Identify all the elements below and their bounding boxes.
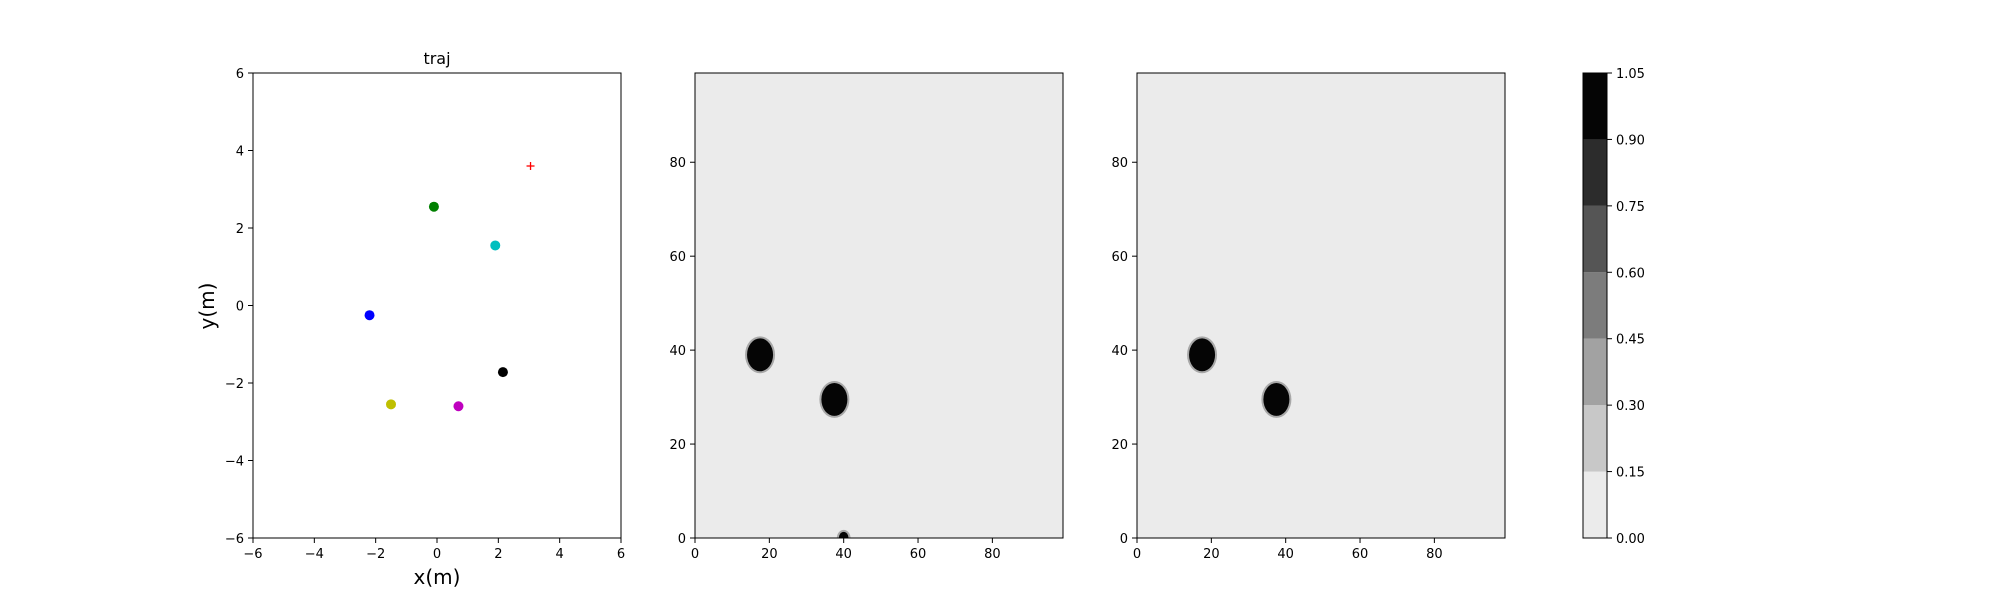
y-tick-label: 0 xyxy=(236,300,244,315)
x-tick-label: −4 xyxy=(305,547,324,562)
colorbar-band xyxy=(1583,405,1607,472)
y-tick-label: 0 xyxy=(678,532,686,547)
x-tick-label: 6 xyxy=(617,547,625,562)
colorbar-band xyxy=(1583,338,1607,406)
traj-axes-frame xyxy=(252,72,622,539)
y-tick-label: 40 xyxy=(1111,344,1128,359)
y-tick-label: 60 xyxy=(669,250,686,265)
x-tick-label: 20 xyxy=(761,547,778,562)
obstacle-blob xyxy=(1189,338,1216,372)
y-tick-label: 60 xyxy=(1111,250,1128,265)
obstacle-blob xyxy=(838,531,849,538)
agent-point xyxy=(490,240,501,251)
agent-point xyxy=(386,399,396,410)
y-tick-label: 4 xyxy=(236,145,244,160)
target-plus-marker xyxy=(526,162,535,170)
agent-point xyxy=(497,367,508,378)
colorbar-band xyxy=(1583,272,1607,339)
y-tick-label: −6 xyxy=(225,532,244,547)
x-tick-label: −6 xyxy=(243,547,262,562)
map-panel-2: 0 20 40 60 80 0 20 40 60 80 xyxy=(1111,72,1506,562)
map-1-ticks: 0 20 40 60 80 0 20 40 60 80 xyxy=(669,156,1000,562)
x-tick-label: 4 xyxy=(556,547,564,562)
colorbar-tick-label: 1.05 xyxy=(1616,67,1645,82)
agent-point xyxy=(428,201,439,212)
map-1-blobs xyxy=(745,336,851,538)
x-tick-label: 2 xyxy=(494,547,502,562)
traj-marks xyxy=(364,162,535,412)
traj-ylabel: y(m) xyxy=(195,283,219,330)
y-tick-label: −2 xyxy=(225,377,244,392)
y-tick-label: −4 xyxy=(225,455,244,470)
y-tick-label: 40 xyxy=(669,344,686,359)
colorbar-bands xyxy=(1583,73,1607,538)
colorbar-frame xyxy=(1582,72,1608,539)
traj-xlabel: x(m) xyxy=(414,565,461,589)
colorbar-ticks: 0.00 0.15 0.30 0.45 0.60 0.75 0.90 1.05 xyxy=(1607,67,1645,547)
y-tick-label: 80 xyxy=(669,156,686,171)
map-1-background xyxy=(695,73,1063,538)
x-tick-label: 80 xyxy=(984,547,1001,562)
colorbar-tick-label: 0.15 xyxy=(1616,466,1645,481)
y-tick-label: 6 xyxy=(236,67,244,82)
x-tick-label: 40 xyxy=(835,547,852,562)
colorbar-band xyxy=(1583,73,1607,140)
x-tick-label: 20 xyxy=(1203,547,1220,562)
colorbar-band xyxy=(1583,139,1607,206)
agent-point xyxy=(453,401,464,412)
y-tick-label: 20 xyxy=(669,438,686,453)
x-tick-label: 40 xyxy=(1277,547,1294,562)
colorbar-band xyxy=(1583,205,1607,273)
x-tick-label: −2 xyxy=(366,547,385,562)
colorbar-tick-label: 0.00 xyxy=(1616,532,1645,547)
obstacle-blob xyxy=(747,338,774,372)
obstacle-blob xyxy=(1263,383,1290,416)
x-tick-label: 60 xyxy=(910,547,927,562)
y-tick-label: 0 xyxy=(1120,532,1128,547)
map-2-ticks: 0 20 40 60 80 0 20 40 60 80 xyxy=(1111,156,1442,562)
colorbar-band xyxy=(1583,471,1607,538)
colorbar: 0.00 0.15 0.30 0.45 0.60 0.75 0.90 1.05 xyxy=(1582,67,1645,547)
x-tick-label: 0 xyxy=(691,547,699,562)
y-tick-label: 20 xyxy=(1111,438,1128,453)
map-2-axes-frame xyxy=(1136,72,1506,539)
obstacle-blob xyxy=(821,383,848,416)
traj-panel: traj −6 −4 −2 0 2 4 6 −6 −4 −2 0 2 4 6 x(m) y(m) xyxy=(195,49,625,589)
colorbar-tick-label: 0.90 xyxy=(1616,133,1645,148)
traj-title: traj xyxy=(423,49,450,68)
x-tick-label: 60 xyxy=(1352,547,1369,562)
y-tick-label: 80 xyxy=(1111,156,1128,171)
map-1-axes-frame xyxy=(694,72,1064,539)
x-tick-label: 80 xyxy=(1426,547,1443,562)
colorbar-tick-label: 0.75 xyxy=(1616,200,1645,215)
colorbar-tick-label: 0.45 xyxy=(1616,333,1645,348)
colorbar-tick-label: 0.30 xyxy=(1616,399,1645,414)
map-2-blobs xyxy=(1187,336,1292,418)
y-tick-label: 2 xyxy=(236,222,244,237)
map-panel-1: 0 20 40 60 80 0 20 40 60 80 xyxy=(669,72,1064,562)
colorbar-tick-label: 0.60 xyxy=(1616,266,1645,281)
x-tick-label: 0 xyxy=(433,547,441,562)
agent-point xyxy=(364,310,375,321)
map-2-background xyxy=(1137,73,1505,538)
x-tick-label: 0 xyxy=(1133,547,1141,562)
traj-ticks: −6 −4 −2 0 2 4 6 −6 −4 −2 0 2 4 6 xyxy=(225,67,625,562)
